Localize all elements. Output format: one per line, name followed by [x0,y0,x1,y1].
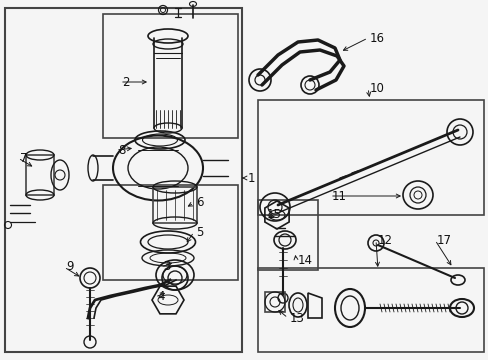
Text: 2: 2 [122,76,129,89]
Bar [5,8,242,352]
Bar [103,14,238,138]
Text: 14: 14 [297,253,312,266]
Text: 5: 5 [196,225,203,238]
Text: 11: 11 [331,189,346,202]
Text: 6: 6 [196,197,203,210]
Text: 16: 16 [369,31,384,45]
Bar [258,200,317,270]
Text: 15: 15 [266,208,281,221]
Bar [153,187,197,223]
Bar [103,185,238,280]
Bar [258,100,483,215]
Text: 7: 7 [20,152,27,165]
Text: 4: 4 [157,291,164,303]
Text: 17: 17 [436,234,451,247]
Bar [264,292,285,312]
Text: 9: 9 [66,261,73,274]
Text: 1: 1 [247,171,255,184]
Text: 3: 3 [163,261,170,274]
Bar [26,155,54,195]
Text: 10: 10 [369,81,384,94]
Text: 8: 8 [118,144,125,157]
Text: 13: 13 [289,311,304,324]
Bar [258,268,483,352]
Text: 12: 12 [377,234,392,247]
